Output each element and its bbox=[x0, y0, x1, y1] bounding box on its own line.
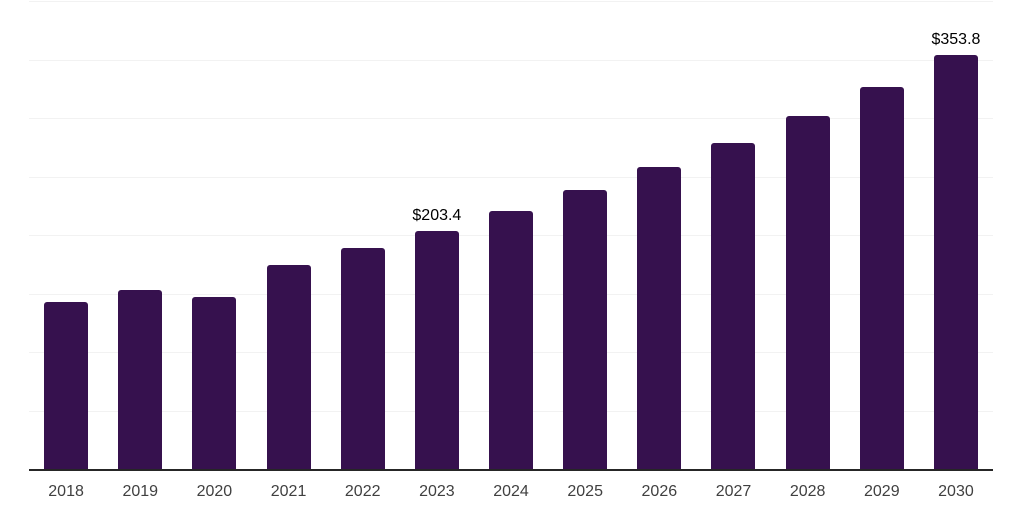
bar-2030 bbox=[933, 55, 978, 469]
bar-2025 bbox=[563, 190, 608, 469]
x-tick-2029: 2029 bbox=[864, 483, 900, 500]
gridline bbox=[29, 176, 993, 178]
bar-2019 bbox=[118, 290, 163, 469]
x-tick-2030: 2030 bbox=[938, 483, 974, 500]
gridline bbox=[29, 118, 993, 119]
bar-2028 bbox=[785, 115, 830, 469]
bar-2018 bbox=[44, 301, 89, 469]
bar-slot bbox=[177, 1, 251, 469]
bar-slot: $353.8 bbox=[919, 1, 993, 469]
x-tick-2023: 2023 bbox=[419, 483, 455, 500]
bar-slot bbox=[771, 1, 845, 469]
x-tick-2025: 2025 bbox=[567, 483, 603, 500]
x-tick-2021: 2021 bbox=[270, 483, 307, 500]
bar-value-label: $353.8 bbox=[931, 31, 981, 49]
bar-slot bbox=[29, 1, 103, 469]
x-tick-2027: 2027 bbox=[715, 483, 752, 500]
x-tick-2028: 2028 bbox=[789, 483, 826, 500]
bar-slot bbox=[474, 1, 548, 469]
x-tick-2026: 2026 bbox=[641, 483, 678, 500]
bar-2027 bbox=[711, 142, 756, 469]
bar-2023 bbox=[414, 231, 459, 469]
x-axis-labels: 2018 2019 2020 2021 2022 2023 2024 2025 2026 2027… bbox=[29, 482, 993, 501]
bar-slot bbox=[251, 1, 325, 469]
bar-value-label: $203.4 bbox=[412, 207, 462, 225]
bar-2029 bbox=[859, 86, 904, 469]
bar-2024 bbox=[489, 211, 534, 469]
x-tick-2022: 2022 bbox=[344, 483, 381, 500]
bar-slot: $203.4 bbox=[400, 1, 474, 469]
bar-slot bbox=[103, 1, 177, 469]
bar-slot bbox=[845, 1, 919, 469]
bar-slot bbox=[622, 1, 696, 469]
x-tick-2018: 2018 bbox=[48, 483, 84, 500]
bar-slot bbox=[548, 1, 622, 469]
x-tick-2020: 2020 bbox=[196, 483, 233, 500]
gridline bbox=[29, 1, 993, 2]
bar-2021 bbox=[266, 264, 311, 469]
bars: $203.4 $353.8 bbox=[29, 1, 993, 469]
bar-2020 bbox=[192, 297, 237, 469]
bar-slot bbox=[696, 1, 770, 469]
bar-2022 bbox=[340, 248, 385, 469]
gridline bbox=[29, 59, 993, 61]
x-tick-2024: 2024 bbox=[493, 483, 529, 500]
x-tick-2019: 2019 bbox=[122, 483, 159, 500]
bar-slot bbox=[326, 1, 400, 469]
plot-area: $203.4 $353.8 bbox=[29, 1, 993, 471]
bar-2026 bbox=[637, 167, 682, 469]
